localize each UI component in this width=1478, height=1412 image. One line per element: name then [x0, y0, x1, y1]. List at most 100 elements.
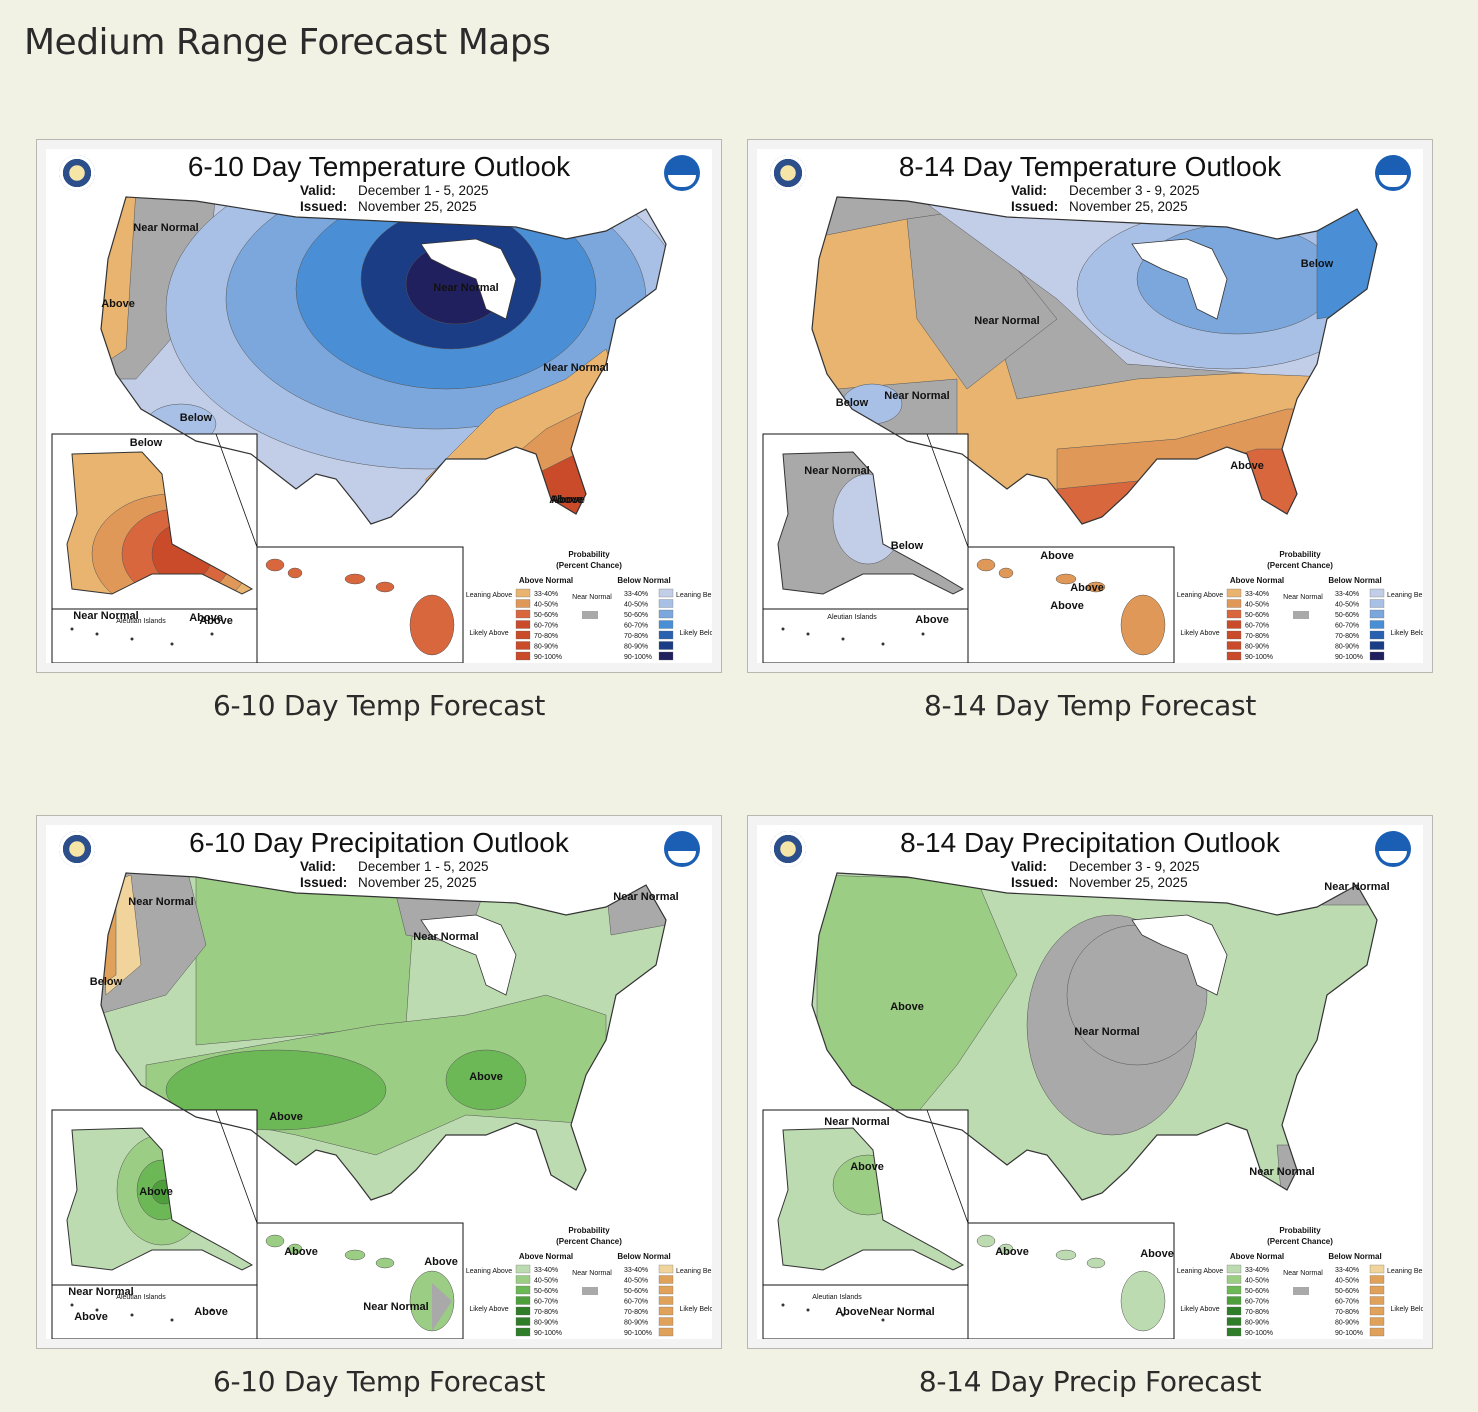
map-issued: Issued: November 25, 2025	[300, 875, 477, 890]
map-region-label: Near Normal	[128, 896, 193, 908]
legend-bin: 60-70%	[1245, 623, 1269, 630]
forecast-map-graphic: Below Near Normal Near Normal Below Above Nea…	[762, 196, 1423, 663]
page-title: Medium Range Forecast Maps	[24, 22, 551, 63]
map-region-label: Above	[1140, 1248, 1174, 1260]
legend-text: Leaning Below	[676, 592, 712, 599]
probability-legend: Probability (Percent Chance) Above Normal B…	[1177, 1226, 1423, 1337]
legend-text: Near Normal	[1283, 594, 1323, 601]
map-region-label: Above	[469, 1071, 503, 1083]
map-region-label: Above	[194, 1306, 228, 1318]
map-title: 8-14 Day Precipitation Outlook	[900, 827, 1280, 858]
legend-text: Leaning Below	[1387, 1268, 1423, 1275]
map-region-label: Above	[284, 1246, 318, 1258]
forecast-map-graphic: Near Normal Above Below Near Normal Below Abo…	[51, 196, 712, 663]
map-frame[interactable]: Near Normal Above Below Near Normal Below Abo…	[36, 139, 722, 673]
map-region-label: Aleutian Islands	[812, 1294, 862, 1301]
map-region-label: Above	[1230, 460, 1264, 472]
legend-bin: 60-70%	[1335, 1299, 1359, 1306]
legend-text: Likely Below	[1391, 1306, 1423, 1313]
legend-bin: 50-60%	[1245, 1288, 1269, 1295]
forecast-map-graphic: Near Normal Below Near Normal Near Normal Ab…	[51, 872, 712, 1339]
legend-bin: 80-90%	[1245, 644, 1269, 651]
legend-text: Below Normal	[1328, 1252, 1381, 1261]
legend-text: Below Normal	[1328, 576, 1381, 585]
legend-text: Probability	[1279, 1226, 1321, 1235]
map-image-temp610[interactable]: Near Normal Above Below Near Normal Below Abo…	[46, 149, 712, 663]
map-image-precip610[interactable]: Near Normal Below Near Normal Near Normal Ab…	[46, 825, 712, 1339]
legend-bin: 70-80%	[1335, 633, 1359, 640]
legend-text: Leaning Below	[676, 1268, 712, 1275]
map-image-temp814[interactable]: Below Near Normal Near Normal Below Above Nea…	[757, 149, 1423, 663]
legend-bin: 80-90%	[1245, 1320, 1269, 1327]
legend-text: (Percent Chance)	[556, 561, 622, 570]
map-region-label: Below	[130, 437, 163, 449]
map-frame[interactable]: Near Normal Above Near Normal Near Normal Ne…	[747, 815, 1433, 1349]
legend-text: Below Normal	[617, 576, 670, 585]
map-region-label: Above	[189, 612, 223, 624]
legend-bin: 33-40%	[624, 591, 648, 598]
legend-text: Probability	[568, 1226, 610, 1235]
legend-bin: 33-40%	[1245, 591, 1269, 598]
map-region-label: Near Normal	[1249, 1166, 1314, 1178]
map-region-label: Near Normal	[824, 1116, 889, 1128]
legend-text: Above Normal	[1230, 576, 1284, 585]
map-title: 6-10 Day Temperature Outlook	[187, 151, 571, 182]
legend-bin: 40-50%	[1245, 1278, 1269, 1285]
great-lakes	[420, 914, 517, 996]
map-region-label: Near Normal	[804, 465, 869, 477]
map-region-label: Near Normal	[613, 891, 678, 903]
map-caption[interactable]: 6-10 Day Temp Forecast	[212, 1365, 546, 1398]
legend-text: Near Normal	[1283, 1270, 1323, 1277]
legend-bin: 70-80%	[1245, 1309, 1269, 1316]
legend-bin: 90-100%	[624, 1330, 652, 1337]
legend-bin: 50-60%	[1245, 612, 1269, 619]
map-valid: Valid: December 3 - 9, 2025	[1011, 183, 1200, 198]
map-region-label: Near Normal	[974, 315, 1039, 327]
map-frame[interactable]: Near Normal Below Near Normal Near Normal Ab…	[36, 815, 722, 1349]
legend-bin: 40-50%	[1335, 1278, 1359, 1285]
great-lakes	[1131, 914, 1228, 996]
legend-bin: 90-100%	[534, 1330, 562, 1337]
noaa-logo-icon	[1375, 831, 1411, 867]
map-region-label: Above	[1050, 600, 1084, 612]
legend-bin: 70-80%	[624, 633, 648, 640]
map-region-label: Above	[101, 298, 135, 310]
map-image-precip814[interactable]: Near Normal Above Near Normal Near Normal Ne…	[757, 825, 1423, 1339]
legend-bin: 70-80%	[624, 1309, 648, 1316]
legend-text: Likely Above	[1180, 1306, 1219, 1313]
map-region-label: Near Normal	[1324, 881, 1389, 893]
legend-bin: 80-90%	[1335, 1320, 1359, 1327]
legend-text: (Percent Chance)	[1267, 1237, 1333, 1246]
legend-text: Near Normal	[572, 1270, 612, 1277]
legend-bin: 60-70%	[624, 623, 648, 630]
forecast-map-graphic: Near Normal Above Near Normal Near Normal Ne…	[762, 872, 1423, 1339]
map-region-label: Near Normal	[869, 1306, 934, 1318]
map-region-label: Near Normal	[413, 931, 478, 943]
legend-text: (Percent Chance)	[1267, 561, 1333, 570]
map-valid: Valid: December 3 - 9, 2025	[1011, 859, 1200, 874]
legend-bin: 33-40%	[1335, 1267, 1359, 1274]
map-region-label: Below	[891, 540, 924, 552]
map-region-label: Above	[74, 1311, 108, 1323]
legend-bin: 70-80%	[534, 1309, 558, 1316]
legend-text: Leaning Above	[466, 592, 512, 599]
map-frame[interactable]: Below Near Normal Near Normal Below Above Nea…	[747, 139, 1433, 673]
map-caption[interactable]: 6-10 Day Temp Forecast	[212, 689, 546, 722]
map-region-label: Near Normal	[1074, 1026, 1139, 1038]
legend-bin: 80-90%	[1335, 644, 1359, 651]
legend-bin: 90-100%	[1245, 1330, 1273, 1337]
legend-text: Above Normal	[1230, 1252, 1284, 1261]
map-region-label: Above	[1040, 550, 1074, 562]
map-caption[interactable]: 8-14 Day Precip Forecast	[918, 1365, 1262, 1398]
map-caption[interactable]: 8-14 Day Temp Forecast	[923, 689, 1257, 722]
legend-text: Above Normal	[519, 1252, 573, 1261]
map-region-label: Above	[551, 494, 585, 506]
legend-bin: 90-100%	[1335, 654, 1363, 661]
legend-text: Likely Below	[680, 1306, 712, 1313]
legend-bin: 90-100%	[1335, 1330, 1363, 1337]
map-region-label: Above	[199, 615, 233, 627]
map-region-label: Below	[90, 976, 123, 988]
legend-bin: 80-90%	[534, 1320, 558, 1327]
map-region-label: Near Normal	[73, 610, 138, 622]
legend-bin: 40-50%	[1335, 602, 1359, 609]
